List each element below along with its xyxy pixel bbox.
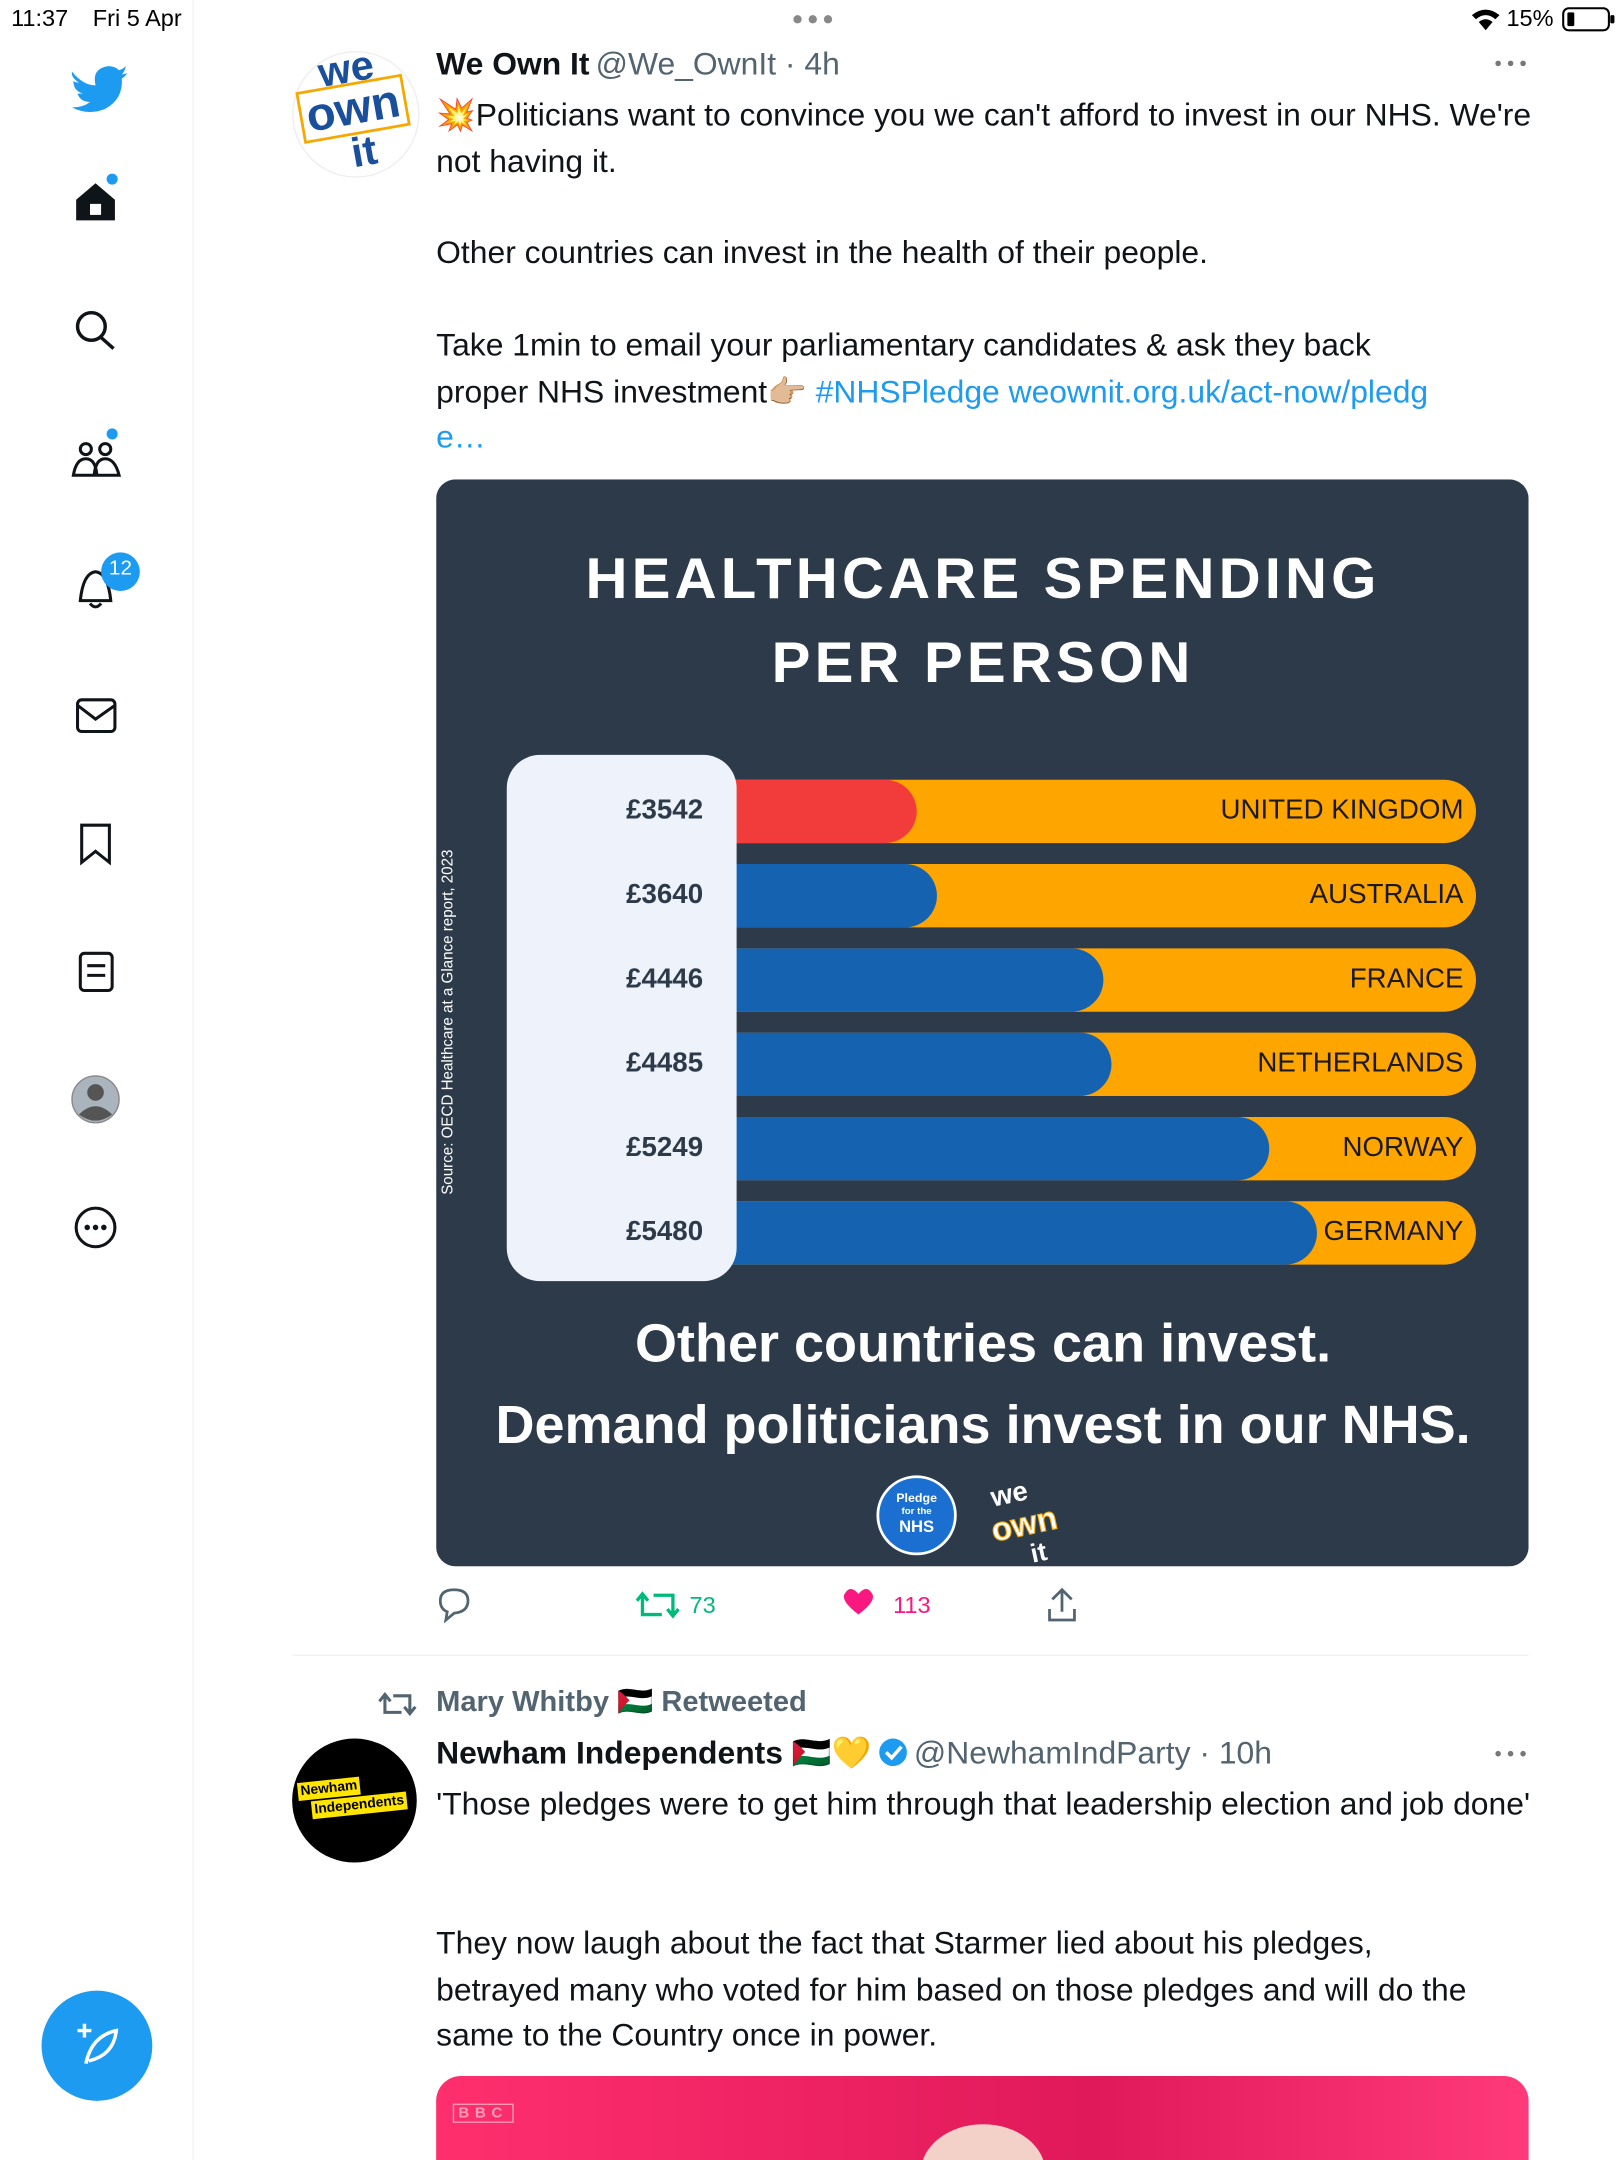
retweeted-by[interactable]: Mary Whitby 🇵🇸 Retweeted (436, 1686, 807, 1718)
link[interactable]: weownit.org.uk/act-now/pledge… (436, 372, 1429, 455)
bar (695, 864, 937, 928)
reply-button[interactable] (438, 1588, 470, 1624)
image-figure (920, 2124, 1046, 2160)
logo-text: we (987, 1475, 1031, 1513)
tweet-menu[interactable] (1493, 1745, 1529, 1762)
bar (695, 1116, 1270, 1181)
author-name[interactable]: We Own It (436, 45, 590, 82)
battery-icon (1562, 7, 1615, 32)
pledge-logo (876, 1475, 957, 1556)
search-icon[interactable] (75, 310, 115, 350)
communities-icon[interactable] (71, 428, 122, 477)
bar (695, 1201, 1317, 1265)
hashtag[interactable]: #NHSPledge (815, 372, 1000, 409)
chart-image[interactable]: HEALTHCARE SPENDING PER PERSON UNITED KING… (436, 479, 1529, 1567)
sidebar (41, 66, 153, 2101)
profile-avatar[interactable] (71, 1075, 120, 1124)
retweet-count: 73 (689, 1592, 716, 1619)
status-time: 11:37 (11, 5, 69, 32)
time[interactable]: 10h (1218, 1734, 1272, 1771)
multitask-dots[interactable] (789, 11, 839, 28)
logo-text: NHS (899, 1517, 934, 1536)
category-label: NETHERLANDS (1257, 1047, 1463, 1078)
twitter-logo[interactable] (71, 66, 128, 112)
badge-count: 12 (108, 556, 133, 580)
tweet-menu[interactable] (1493, 55, 1529, 72)
chart-title: PER PERSON (772, 630, 1195, 695)
value-label: £3542 (626, 794, 703, 825)
divider (292, 1654, 1529, 1656)
separator: · (776, 45, 805, 82)
category-label: NORWAY (1343, 1131, 1464, 1162)
tweet-text: 'Those pledges were to get him through t… (436, 1785, 1531, 1822)
battery-text: 15% (1506, 5, 1554, 32)
tweet-text: Take 1min to email your parliamentary ca… (436, 326, 1371, 409)
tweet-text: They now laugh about the fact that Starm… (436, 1924, 1467, 2053)
sidebar-border (192, 0, 194, 2160)
category-label: FRANCE (1350, 962, 1464, 993)
value-panel (506, 754, 737, 1282)
value-label: £4485 (626, 1047, 703, 1078)
lists-icon[interactable] (78, 951, 114, 993)
avatar[interactable]: Newham Independents (292, 1738, 417, 1863)
separator: · (1190, 1734, 1219, 1771)
author-name[interactable]: Newham Independents 🇵🇸💛 (436, 1734, 872, 1771)
like-button[interactable] (843, 1589, 874, 1615)
value-label: £4446 (626, 962, 703, 993)
bar (695, 1032, 1112, 1097)
value-label: £3640 (626, 878, 703, 909)
messages-icon[interactable] (76, 698, 117, 734)
logo-text: Pledge (896, 1491, 937, 1505)
logo-text: it (1028, 1536, 1050, 1566)
value-label: £5480 (626, 1215, 703, 1246)
chart-footer: Demand politicians invest in our NHS. (496, 1395, 1471, 1455)
action-bar (438, 1587, 1076, 1624)
bar (695, 948, 1104, 1012)
compose-button[interactable] (41, 1990, 153, 2101)
value-label: £5249 (626, 1131, 703, 1162)
category-label: UNITED KINGDOM (1221, 794, 1464, 825)
bar (695, 779, 917, 844)
chart-background (436, 479, 1529, 1567)
share-button[interactable] (1048, 1587, 1076, 1622)
like-count: 113 (893, 1592, 931, 1619)
notifications-icon[interactable] (78, 570, 113, 609)
tweet-image[interactable]: BBC (436, 2076, 1529, 2160)
handle[interactable]: @We_OwnIt (595, 45, 777, 82)
category-label: GERMANY (1324, 1215, 1464, 1246)
verified-badge (878, 1738, 907, 1767)
more-icon[interactable] (74, 1206, 117, 1249)
tweet-text: Other countries can invest in the health… (436, 234, 1208, 271)
chart-footer: Other countries can invest. (635, 1314, 1331, 1374)
avatar-text: it (347, 127, 381, 177)
home-icon[interactable] (76, 173, 118, 221)
time[interactable]: 4h (804, 45, 840, 82)
status-date: Fri 5 Apr (92, 5, 182, 32)
image-logo: BBC (452, 2103, 514, 2123)
avatar[interactable]: we own it (292, 42, 420, 178)
retweet-icon (378, 1692, 417, 1717)
category-label: AUSTRALIA (1310, 878, 1464, 909)
bookmarks-icon[interactable] (80, 823, 111, 866)
source-note: Source: OECD Healthcare at a Glance repo… (440, 850, 457, 1195)
chart-title: HEALTHCARE SPENDING (586, 546, 1381, 611)
logo-text: for the (902, 1506, 933, 1517)
badge (101, 552, 140, 591)
tweet-text: Take 1min to email your parliamentary ca… (436, 322, 1447, 460)
tweet-text: 💥Politicians want to convince you we can… (436, 96, 1532, 179)
handle[interactable]: @NewhamIndParty (913, 1734, 1191, 1771)
retweet-button[interactable] (635, 1591, 680, 1619)
wifi-icon (1471, 9, 1500, 31)
